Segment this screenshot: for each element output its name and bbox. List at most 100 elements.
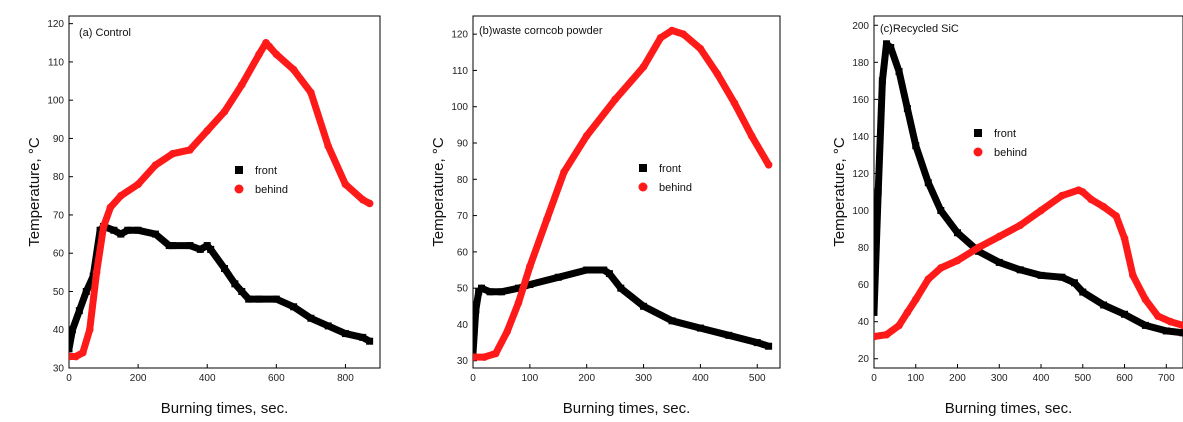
data-point-front	[1016, 266, 1024, 274]
x-tick-label: 0	[66, 373, 72, 384]
y-tick-label: 40	[858, 317, 870, 328]
data-point-behind	[92, 268, 101, 277]
legend-entry-behind: behind	[638, 182, 692, 194]
data-point-front	[924, 179, 932, 187]
data-point-behind	[1154, 312, 1162, 320]
data-point-front	[478, 284, 486, 292]
data-point-behind	[882, 330, 891, 339]
data-point-behind	[491, 349, 500, 358]
data-point-front	[725, 331, 733, 339]
data-point-behind	[953, 256, 962, 265]
data-point-front	[186, 242, 194, 250]
x-tick-label: 400	[199, 373, 216, 384]
y-tick-label: 200	[852, 21, 869, 32]
series-behind	[874, 186, 1183, 341]
data-point-front	[903, 105, 911, 113]
legend-marker	[973, 147, 983, 157]
x-tick-label: 400	[1033, 373, 1050, 384]
data-point-behind	[1166, 317, 1175, 326]
data-point-front	[605, 270, 613, 278]
x-axis-title: Burning times, sec.	[945, 400, 1073, 417]
y-tick-label: 60	[53, 249, 65, 260]
data-point-front	[937, 207, 945, 215]
y-tick-label: 60	[457, 247, 469, 258]
data-point-front	[1179, 329, 1183, 337]
legend-label: front	[994, 128, 1016, 140]
y-tick-label: 120	[451, 30, 468, 41]
data-point-front	[1141, 321, 1149, 329]
y-tick-label: 20	[858, 354, 870, 365]
data-point-behind	[668, 26, 676, 35]
x-tick-label: 0	[871, 373, 877, 384]
data-point-behind	[341, 180, 350, 189]
data-point-front	[473, 306, 480, 314]
y-tick-label: 40	[53, 325, 65, 336]
data-point-front	[765, 342, 773, 350]
y-tick-label: 100	[852, 206, 869, 217]
data-point-front	[82, 287, 90, 295]
data-point-behind	[168, 149, 177, 158]
y-tick-label: 160	[852, 95, 869, 106]
panel-title: (c)Recycled SiC	[880, 23, 959, 35]
x-tick-label: 700	[1158, 373, 1175, 384]
data-point-front	[954, 229, 962, 237]
x-axis-title: Burning times, sec.	[563, 400, 691, 417]
data-point-front	[1037, 271, 1045, 279]
data-point-behind	[1141, 295, 1150, 304]
legend-label: front	[659, 163, 681, 175]
data-point-front	[238, 287, 246, 295]
legend-entry-behind: behind	[973, 147, 1027, 159]
data-point-behind	[1058, 191, 1066, 200]
legend-entry-front: front	[235, 165, 277, 177]
data-point-behind	[764, 160, 773, 169]
data-point-behind	[679, 30, 688, 38]
data-point-front	[874, 188, 882, 196]
y-tick-label: 30	[53, 364, 65, 375]
data-point-front	[221, 265, 228, 273]
data-point-behind	[1112, 212, 1120, 220]
chart-panel-1: 0 200 400 600 800 30 40 50 60 70 80 90 100 110 120 Burn…	[26, 15, 381, 417]
data-point-behind	[747, 131, 756, 140]
data-point-behind	[151, 161, 160, 170]
data-point-behind	[1087, 195, 1095, 204]
x-tick-label: 300	[635, 373, 652, 384]
series-front	[473, 266, 773, 357]
series-line-front	[69, 222, 372, 350]
data-point-behind	[1016, 221, 1024, 230]
x-tick-label: 100	[522, 373, 539, 384]
data-point-behind	[134, 180, 142, 189]
data-point-behind	[713, 70, 722, 78]
data-point-behind	[611, 95, 619, 104]
data-point-front	[497, 288, 505, 296]
data-point-front	[640, 302, 648, 310]
data-point-behind	[895, 321, 903, 330]
data-point-front	[1162, 327, 1170, 335]
data-point-behind	[543, 215, 551, 224]
data-point-front	[874, 308, 878, 316]
data-point-front	[231, 280, 239, 288]
data-point-behind	[995, 232, 1004, 241]
y-tick-label: 60	[858, 280, 870, 291]
legend-marker	[235, 166, 243, 174]
data-point-front	[1070, 279, 1078, 287]
legend-label: behind	[994, 147, 1027, 159]
data-point-front	[617, 284, 625, 292]
data-point-front	[134, 226, 142, 234]
series-line-behind	[473, 27, 773, 361]
x-tick-label: 500	[1074, 373, 1091, 384]
data-point-behind	[560, 168, 568, 176]
data-point-behind	[1179, 321, 1183, 330]
data-point-front	[696, 324, 704, 332]
x-tick-label: 200	[130, 373, 147, 384]
data-point-behind	[220, 107, 229, 116]
data-point-front	[895, 68, 903, 76]
data-point-front	[1058, 273, 1066, 281]
data-point-front	[69, 345, 73, 353]
legend-entry-front: front	[639, 163, 681, 175]
y-tick-label: 40	[457, 320, 469, 331]
data-point-front	[151, 230, 159, 238]
x-tick-label: 800	[337, 373, 354, 384]
data-point-front	[359, 333, 367, 341]
data-point-behind	[324, 142, 332, 150]
y-tick-label: 100	[451, 102, 468, 113]
